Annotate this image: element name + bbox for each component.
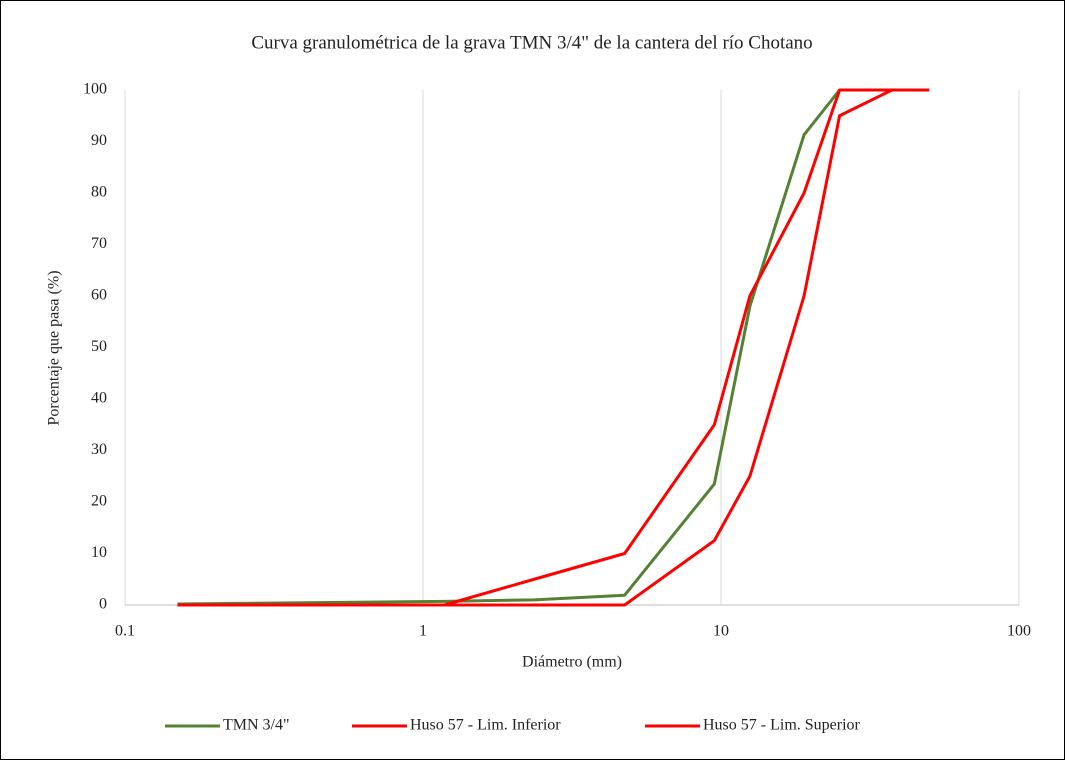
y-tick-label: 70 [91,235,107,252]
y-axis-label: Porcentaje que pasa (%) [46,270,63,425]
y-tick-label: 100 [83,81,107,98]
y-tick-label: 40 [91,390,107,407]
legend-label: Huso 57 - Lim. Inferior [410,717,561,734]
legend-label: TMN 3/4" [223,717,290,734]
legend-label: Huso 57 - Lim. Superior [703,717,861,734]
x-tick-label: 100 [1007,623,1031,640]
x-tick-label: 0.1 [115,623,135,640]
series-line [177,88,930,607]
x-axis-label: Diámetro (mm) [522,654,622,671]
y-tick-label: 80 [91,184,107,201]
x-tick-label: 10 [713,623,729,640]
y-tick-label: 50 [91,338,107,355]
chart-title: Curva granulométrica de la grava TMN 3/4… [251,32,812,53]
y-tick-label: 0 [99,596,107,613]
y-tick-label: 20 [91,493,107,510]
y-tick-label: 30 [91,441,107,458]
x-tick-label: 1 [419,623,427,640]
y-tick-label: 90 [91,132,107,149]
y-tick-label: 60 [91,287,107,304]
series-line [177,88,930,607]
y-tick-label: 10 [91,544,107,561]
